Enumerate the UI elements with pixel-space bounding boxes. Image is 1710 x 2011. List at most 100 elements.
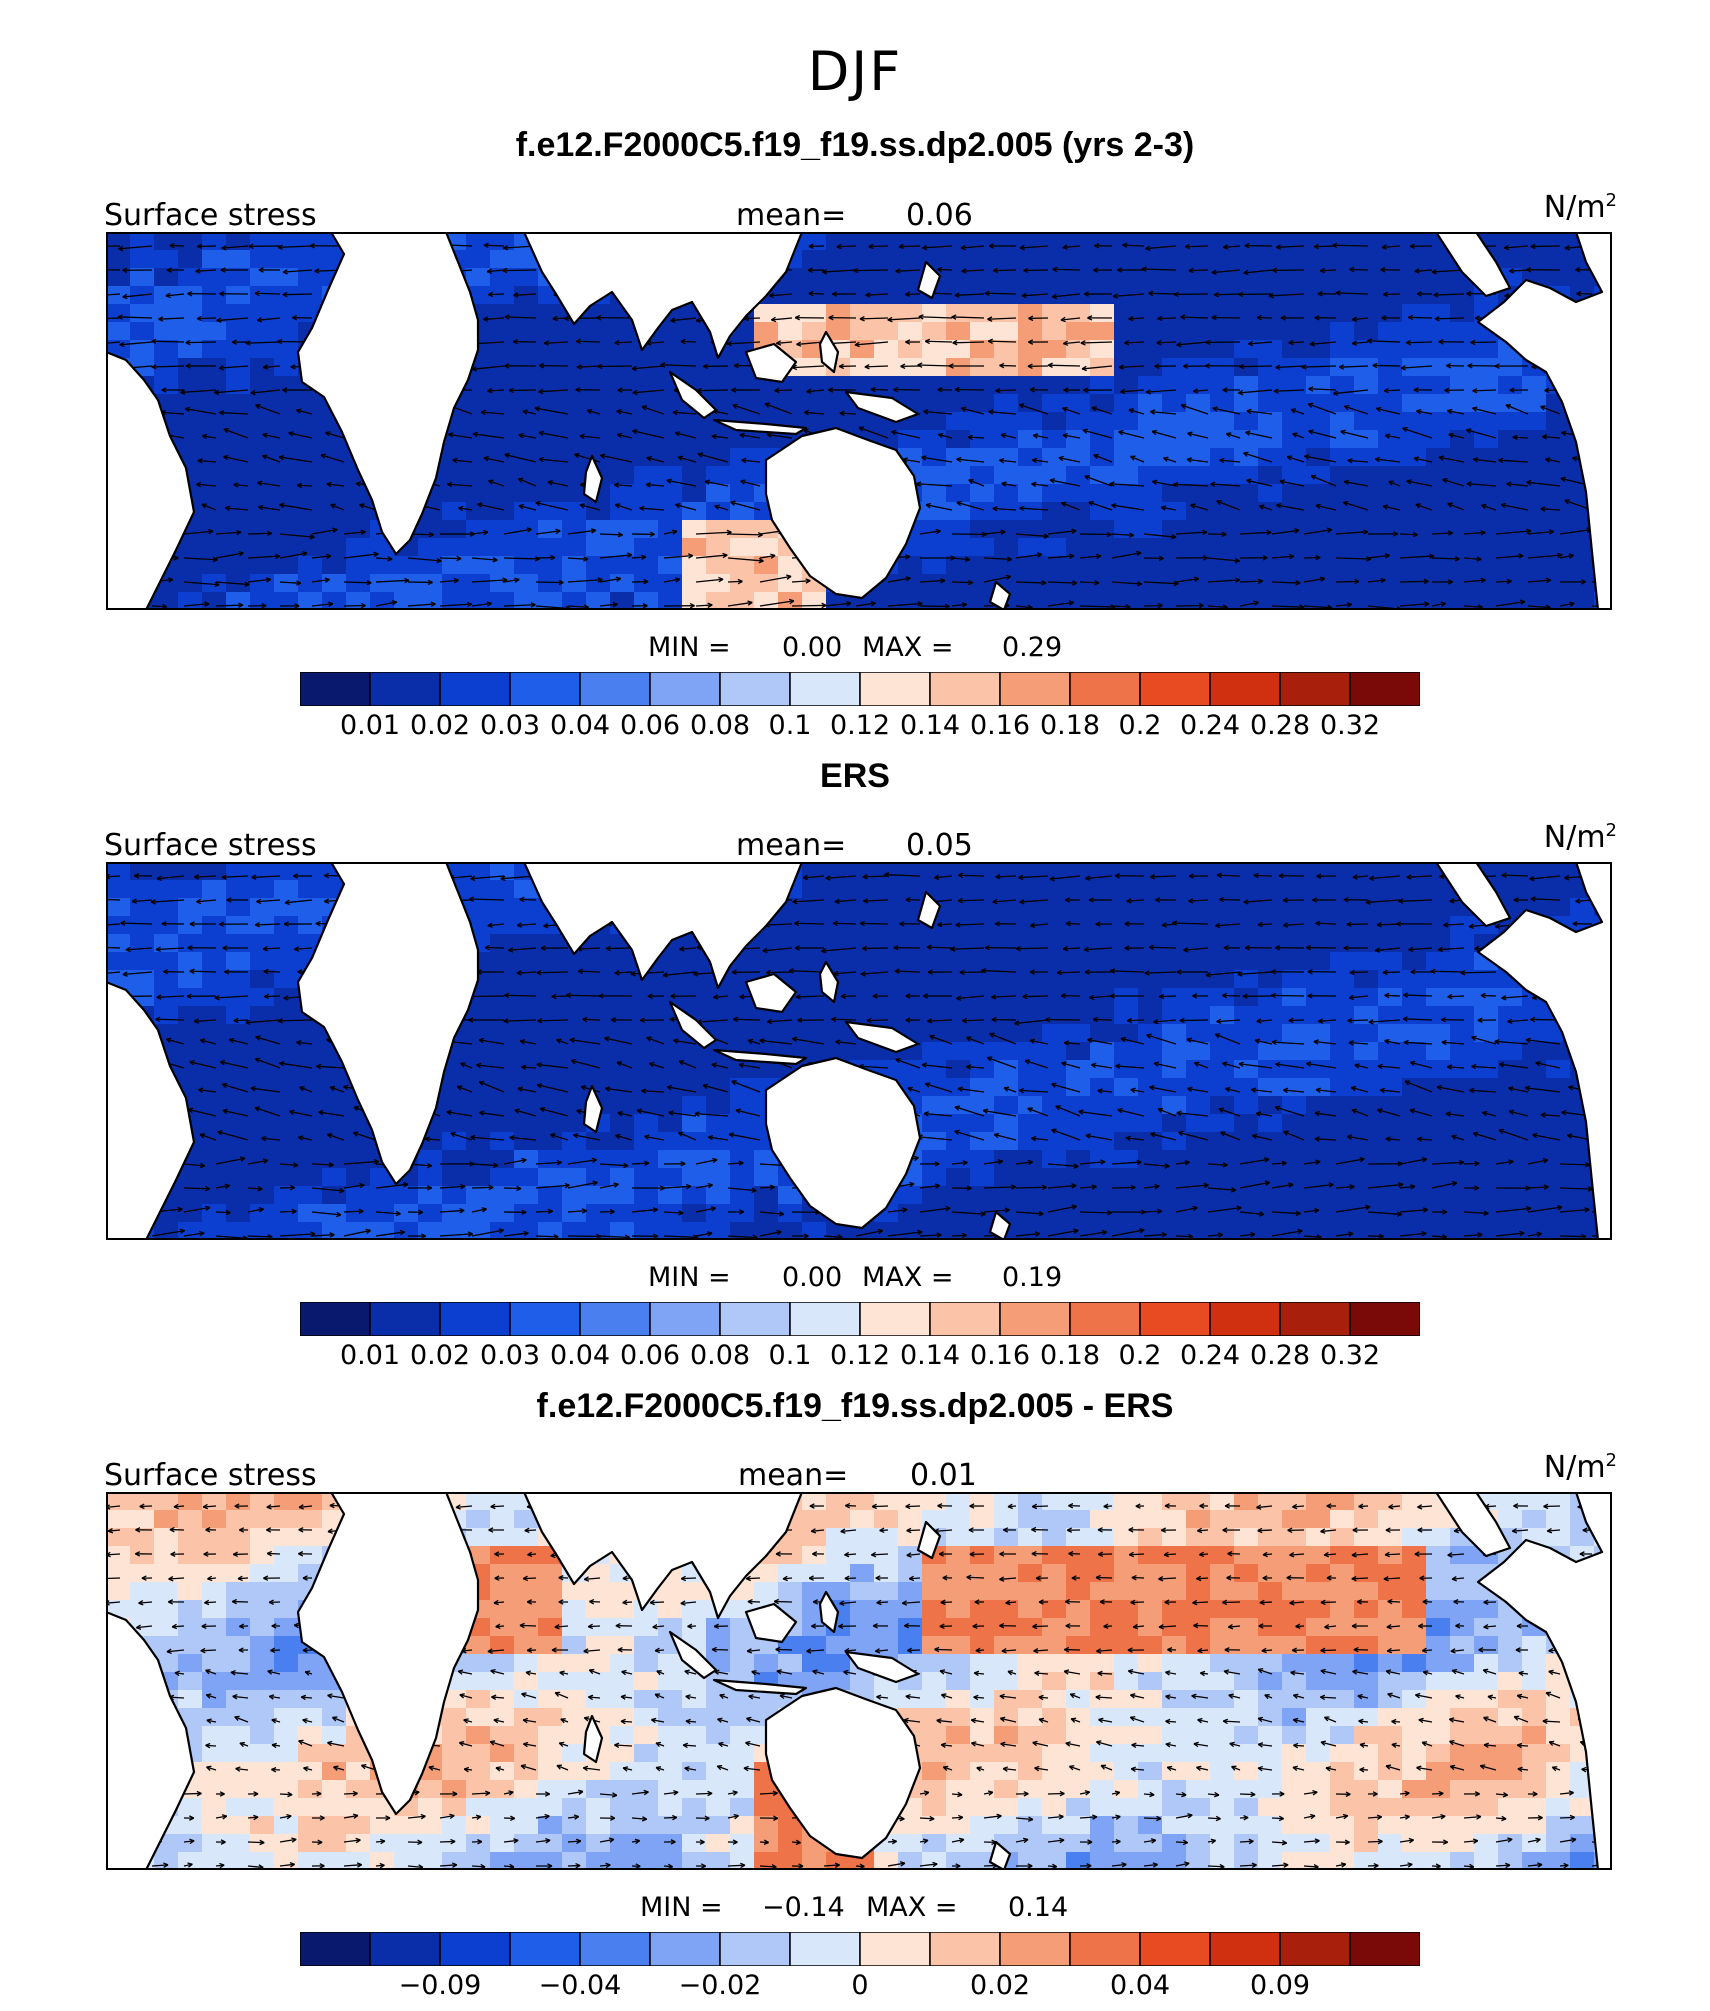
field-cell bbox=[322, 1204, 347, 1223]
field-cell bbox=[658, 466, 683, 485]
field-cell bbox=[970, 286, 995, 305]
field-cell bbox=[1186, 556, 1211, 575]
field-cell bbox=[586, 1168, 611, 1187]
field-cell bbox=[970, 250, 995, 269]
wind-vector bbox=[639, 507, 665, 511]
field-cell bbox=[490, 1204, 515, 1223]
field-cell bbox=[1354, 484, 1379, 503]
field-cell bbox=[1018, 322, 1043, 341]
field-cell bbox=[322, 1168, 347, 1187]
wind-vector bbox=[839, 412, 857, 415]
wind-vector-head bbox=[1211, 314, 1217, 321]
field-cell bbox=[466, 394, 491, 413]
wind-vector-head bbox=[597, 363, 603, 370]
field-cell bbox=[298, 250, 323, 269]
field-cell bbox=[610, 1150, 635, 1169]
field-cell bbox=[1306, 520, 1331, 539]
wind-vector-head bbox=[1429, 553, 1435, 559]
field-cell bbox=[1330, 556, 1355, 575]
wind-vector-head bbox=[905, 576, 911, 582]
wind-vector-head bbox=[256, 898, 262, 905]
wind-vector bbox=[452, 459, 473, 463]
wind-vector-head bbox=[262, 364, 269, 370]
wind-vector bbox=[263, 365, 281, 369]
field-cell bbox=[1546, 502, 1571, 521]
wind-vector-head bbox=[995, 873, 1001, 880]
wind-vector-head bbox=[1128, 315, 1134, 322]
field-cell bbox=[202, 286, 227, 305]
field-cell bbox=[1138, 466, 1163, 485]
field-cell bbox=[1522, 1168, 1547, 1187]
field-cell bbox=[202, 502, 227, 521]
wind-vector bbox=[1216, 874, 1241, 877]
wind-vector bbox=[84, 268, 121, 271]
field-cell bbox=[562, 466, 587, 485]
field-cell bbox=[538, 538, 563, 557]
field-cell bbox=[1378, 286, 1403, 305]
field-cell bbox=[1234, 1006, 1259, 1025]
wind-vector bbox=[1447, 502, 1465, 511]
field-cell bbox=[778, 394, 803, 413]
field-cell bbox=[538, 484, 563, 503]
field-cell bbox=[1258, 970, 1283, 989]
wind-vector-head bbox=[1375, 406, 1382, 413]
field-cell bbox=[1018, 556, 1043, 575]
field-cell bbox=[802, 898, 827, 917]
wind-vector bbox=[670, 317, 697, 322]
field-cell bbox=[1066, 520, 1091, 539]
wind-vector-head bbox=[617, 387, 623, 393]
field-cell bbox=[466, 1024, 491, 1043]
wind-vector-head bbox=[579, 503, 586, 509]
field-cell bbox=[1306, 898, 1331, 917]
wind-vector bbox=[257, 482, 281, 487]
field-cell bbox=[1186, 466, 1211, 485]
field-cell bbox=[994, 448, 1019, 467]
field-cell bbox=[994, 286, 1019, 305]
wind-vector-head bbox=[677, 455, 684, 461]
field-cell bbox=[1282, 1096, 1307, 1115]
field-cell bbox=[1450, 952, 1475, 971]
wind-vector bbox=[1049, 479, 1081, 487]
field-cell bbox=[1162, 304, 1187, 323]
field-cell bbox=[946, 502, 971, 521]
field-cell bbox=[226, 970, 251, 989]
wind-vector-head bbox=[952, 339, 958, 346]
field-cell bbox=[946, 1222, 971, 1241]
field-cell bbox=[778, 322, 803, 341]
wind-vector bbox=[1527, 554, 1563, 559]
wind-vector bbox=[952, 341, 985, 344]
wind-vector-head bbox=[500, 875, 506, 882]
wind-vector-head bbox=[1381, 315, 1387, 321]
field-cell bbox=[1474, 484, 1499, 503]
panel-1-min-label: MIN = bbox=[648, 632, 731, 663]
field-cell bbox=[658, 340, 683, 359]
field-cell bbox=[1258, 988, 1283, 1007]
wind-vector bbox=[1526, 481, 1561, 487]
field-cell bbox=[946, 1078, 971, 1097]
field-cell bbox=[1522, 394, 1547, 413]
field-cell bbox=[1090, 1096, 1115, 1115]
field-cell bbox=[514, 880, 539, 899]
wind-vector-head bbox=[248, 243, 254, 250]
wind-vector bbox=[1175, 531, 1207, 535]
field-cell bbox=[1330, 1186, 1355, 1205]
wind-vector-head bbox=[645, 482, 651, 488]
field-cell bbox=[730, 448, 755, 467]
field-cell bbox=[586, 1132, 611, 1151]
field-cell bbox=[1330, 1060, 1355, 1079]
wind-vector-head bbox=[302, 551, 308, 557]
field-cell bbox=[1138, 1096, 1163, 1115]
wind-vector bbox=[1268, 293, 1305, 297]
wind-vector-head bbox=[1243, 269, 1249, 276]
field-cell bbox=[1450, 322, 1475, 341]
field-cell bbox=[202, 466, 227, 485]
wind-vector-head bbox=[1400, 365, 1406, 371]
wind-vector bbox=[183, 530, 214, 535]
field-cell bbox=[202, 268, 227, 287]
field-cell bbox=[898, 250, 923, 269]
field-cell bbox=[874, 340, 899, 359]
field-cell bbox=[1210, 304, 1235, 323]
field-cell bbox=[946, 934, 971, 953]
field-cell bbox=[1378, 1024, 1403, 1043]
field-cell bbox=[1090, 502, 1115, 521]
